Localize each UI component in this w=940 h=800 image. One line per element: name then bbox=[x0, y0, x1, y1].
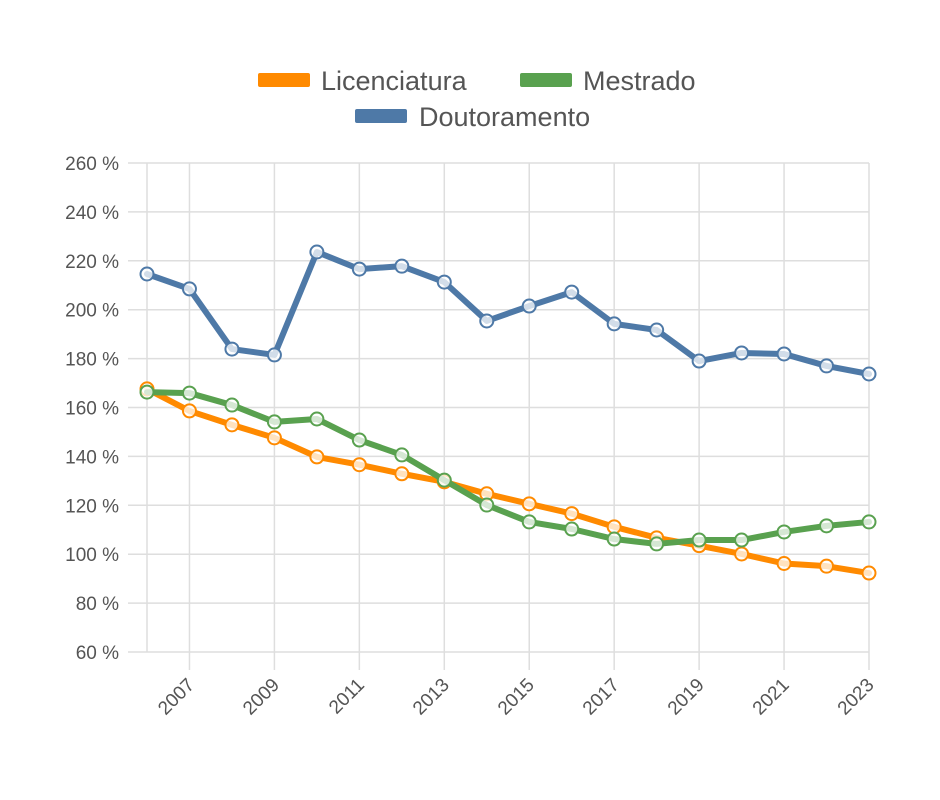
legend-label-licenciatura: Licenciatura bbox=[321, 66, 468, 96]
data-point[interactable] bbox=[521, 514, 537, 530]
legend-item-licenciatura[interactable]: Licenciatura bbox=[258, 66, 468, 96]
x-tick-label: 2023 bbox=[834, 675, 879, 720]
y-tick-label: 260 % bbox=[65, 154, 119, 175]
y-tick-label: 120 % bbox=[65, 496, 119, 517]
data-point[interactable] bbox=[691, 353, 707, 369]
data-point[interactable] bbox=[606, 519, 622, 535]
data-point[interactable] bbox=[776, 524, 792, 540]
legend-item-doutoramento[interactable]: Doutoramento bbox=[355, 102, 590, 132]
legend-swatch-mestrado bbox=[520, 73, 572, 87]
data-point[interactable] bbox=[351, 432, 367, 448]
data-point[interactable] bbox=[819, 558, 835, 574]
legend-label-doutoramento: Doutoramento bbox=[419, 102, 590, 132]
data-point[interactable] bbox=[649, 536, 665, 552]
data-point[interactable] bbox=[479, 313, 495, 329]
data-point[interactable] bbox=[564, 284, 580, 300]
data-point[interactable] bbox=[309, 449, 325, 465]
x-tick-label: 2007 bbox=[154, 675, 199, 720]
y-tick-label: 200 % bbox=[65, 301, 119, 322]
y-tick-label: 180 % bbox=[65, 350, 119, 371]
data-point[interactable] bbox=[181, 281, 197, 297]
legend-label-mestrado: Mestrado bbox=[583, 66, 696, 96]
data-point[interactable] bbox=[139, 384, 155, 400]
y-tick-label: 220 % bbox=[65, 252, 119, 273]
data-point[interactable] bbox=[224, 397, 240, 413]
data-point[interactable] bbox=[649, 322, 665, 338]
data-point[interactable] bbox=[266, 430, 282, 446]
series-group bbox=[139, 244, 877, 581]
legend: Licenciatura Mestrado Doutoramento bbox=[258, 66, 696, 132]
data-point[interactable] bbox=[776, 555, 792, 571]
y-tick-label: 240 % bbox=[65, 203, 119, 224]
data-point[interactable] bbox=[394, 258, 410, 274]
data-point[interactable] bbox=[224, 341, 240, 357]
data-point[interactable] bbox=[351, 261, 367, 277]
data-point[interactable] bbox=[394, 466, 410, 482]
series-line bbox=[144, 248, 872, 378]
data-point[interactable] bbox=[861, 565, 877, 581]
data-point[interactable] bbox=[861, 366, 877, 382]
data-point[interactable] bbox=[224, 417, 240, 433]
x-tick-label: 2013 bbox=[409, 675, 454, 720]
data-point[interactable] bbox=[479, 497, 495, 513]
data-point[interactable] bbox=[606, 316, 622, 332]
x-tick-label: 2009 bbox=[239, 675, 284, 720]
data-point[interactable] bbox=[139, 266, 155, 282]
data-point[interactable] bbox=[861, 514, 877, 530]
x-axis: 2007 2009 2011 2013 2015 2017 2019 2021 2023 bbox=[154, 675, 878, 720]
x-tick-label: 2019 bbox=[664, 675, 709, 720]
data-point[interactable] bbox=[351, 457, 367, 473]
legend-swatch-licenciatura bbox=[258, 73, 310, 87]
data-point[interactable] bbox=[394, 447, 410, 463]
data-point[interactable] bbox=[691, 532, 707, 548]
y-tick-label: 80 % bbox=[76, 594, 119, 615]
x-tick-label: 2011 bbox=[325, 675, 369, 719]
series-doutoramento bbox=[139, 244, 877, 382]
data-point[interactable] bbox=[266, 347, 282, 363]
series-line bbox=[144, 389, 872, 547]
grid bbox=[128, 162, 870, 670]
y-axis: 60 % 80 % 100 % 120 % 140 % 160 % 180 % 200 % 22… bbox=[65, 154, 119, 664]
x-tick-label: 2015 bbox=[494, 675, 539, 720]
data-point[interactable] bbox=[564, 521, 580, 537]
data-point[interactable] bbox=[734, 546, 750, 562]
data-point[interactable] bbox=[606, 531, 622, 547]
data-point[interactable] bbox=[181, 403, 197, 419]
x-tick-label: 2017 bbox=[579, 675, 624, 720]
series-mestrado bbox=[139, 384, 877, 552]
data-point[interactable] bbox=[819, 358, 835, 374]
data-point[interactable] bbox=[734, 532, 750, 548]
data-point[interactable] bbox=[181, 385, 197, 401]
data-point[interactable] bbox=[521, 496, 537, 512]
y-tick-label: 160 % bbox=[65, 399, 119, 420]
data-point[interactable] bbox=[521, 298, 537, 314]
data-point[interactable] bbox=[436, 472, 452, 488]
data-point[interactable] bbox=[734, 345, 750, 361]
x-tick-label: 2021 bbox=[749, 675, 794, 720]
data-point[interactable] bbox=[436, 274, 452, 290]
data-point[interactable] bbox=[266, 414, 282, 430]
data-point[interactable] bbox=[564, 506, 580, 522]
legend-swatch-doutoramento bbox=[355, 109, 407, 123]
y-tick-label: 60 % bbox=[76, 643, 119, 664]
data-point[interactable] bbox=[819, 518, 835, 534]
data-point[interactable] bbox=[309, 411, 325, 427]
y-tick-label: 100 % bbox=[65, 545, 119, 566]
data-point[interactable] bbox=[309, 244, 325, 260]
data-point[interactable] bbox=[776, 346, 792, 362]
legend-item-mestrado[interactable]: Mestrado bbox=[520, 66, 696, 96]
y-tick-label: 140 % bbox=[65, 447, 119, 468]
